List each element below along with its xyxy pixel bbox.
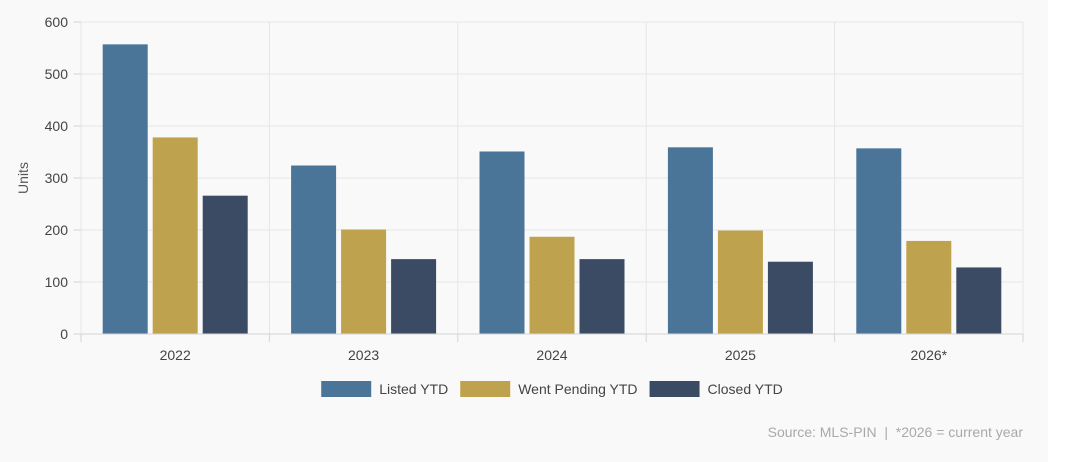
chart-panel: 0 100 200 300 400 500 600 2022 2023 2024 2025 2026*… xyxy=(15,14,1024,440)
source-note: Source: MLS-PIN | *2026 = current year xyxy=(768,424,1024,440)
y-tick-label: 500 xyxy=(45,66,69,82)
bar-closed-ytd-2024 xyxy=(579,259,625,334)
y-tick-label: 0 xyxy=(60,326,68,342)
bar-closed-ytd-2023 xyxy=(391,259,437,334)
legend[interactable]: Listed YTD Went Pending YTD Closed YTD xyxy=(321,381,783,397)
bar-went-pending-ytd-2026 xyxy=(906,240,952,334)
legend-swatch-listed-ytd xyxy=(321,381,372,397)
legend-swatch-went-pending-ytd xyxy=(460,381,511,397)
bar-closed-ytd-2025 xyxy=(767,261,813,334)
bar-listed-ytd-2025 xyxy=(667,147,713,334)
bar-chart: 0 100 200 300 400 500 600 2022 2023 2024 2025 2026*… xyxy=(15,14,1024,440)
x-tick-label: 2022 xyxy=(160,347,191,363)
bar-went-pending-ytd-2024 xyxy=(529,236,575,334)
x-tick-label: 2023 xyxy=(348,347,379,363)
x-tick-label: 2026* xyxy=(911,347,948,363)
bar-went-pending-ytd-2025 xyxy=(717,230,763,334)
bar-went-pending-ytd-2022 xyxy=(152,137,198,334)
y-axis-title: Units xyxy=(15,162,31,194)
y-tick-label: 200 xyxy=(45,222,69,238)
bar-listed-ytd-2026 xyxy=(856,148,902,334)
y-tick-label: 400 xyxy=(45,118,69,134)
bars xyxy=(102,44,1002,335)
legend-swatch-closed-ytd xyxy=(649,381,700,397)
legend-label-went-pending-ytd: Went Pending YTD xyxy=(518,381,637,397)
bar-listed-ytd-2023 xyxy=(291,165,337,334)
y-tick-label: 100 xyxy=(45,274,69,290)
bar-closed-ytd-2022 xyxy=(202,195,248,334)
axes: 0 100 200 300 400 500 600 2022 2023 2024 2025 2026* xyxy=(45,14,1024,363)
x-tick-label: 2024 xyxy=(536,347,567,363)
legend-label-closed-ytd: Closed YTD xyxy=(708,381,783,397)
bar-listed-ytd-2024 xyxy=(479,151,525,334)
x-tick-label: 2025 xyxy=(725,347,756,363)
y-tick-label: 600 xyxy=(45,14,69,30)
legend-label-listed-ytd: Listed YTD xyxy=(379,381,448,397)
y-tick-label: 300 xyxy=(45,170,69,186)
bar-went-pending-ytd-2023 xyxy=(341,229,387,334)
bar-listed-ytd-2022 xyxy=(102,44,148,335)
bar-closed-ytd-2026 xyxy=(956,267,1002,334)
